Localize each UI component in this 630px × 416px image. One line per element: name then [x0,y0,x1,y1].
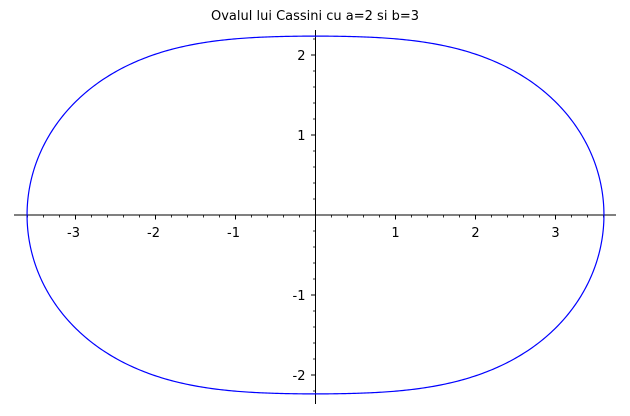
ticks [27,38,604,392]
axes [14,30,616,404]
tick-labels: -3 -2 -1 1 2 3 -2 -1 1 2 [67,49,560,384]
x-tick-label: 2 [471,226,479,241]
y-tick-label: 2 [297,49,305,64]
y-tick-label: 1 [297,129,305,144]
x-tick-label: -1 [227,226,240,241]
x-tick-label: 3 [551,226,559,241]
y-tick-label: -1 [293,289,306,304]
x-tick-label: 1 [391,226,399,241]
x-tick-label: -3 [67,226,80,241]
cassini-oval-curve [26,35,605,395]
chart-title: Ovalul lui Cassini cu a=2 si b=3 [211,9,419,24]
y-tick-label: -2 [293,369,306,384]
x-tick-label: -2 [147,226,160,241]
